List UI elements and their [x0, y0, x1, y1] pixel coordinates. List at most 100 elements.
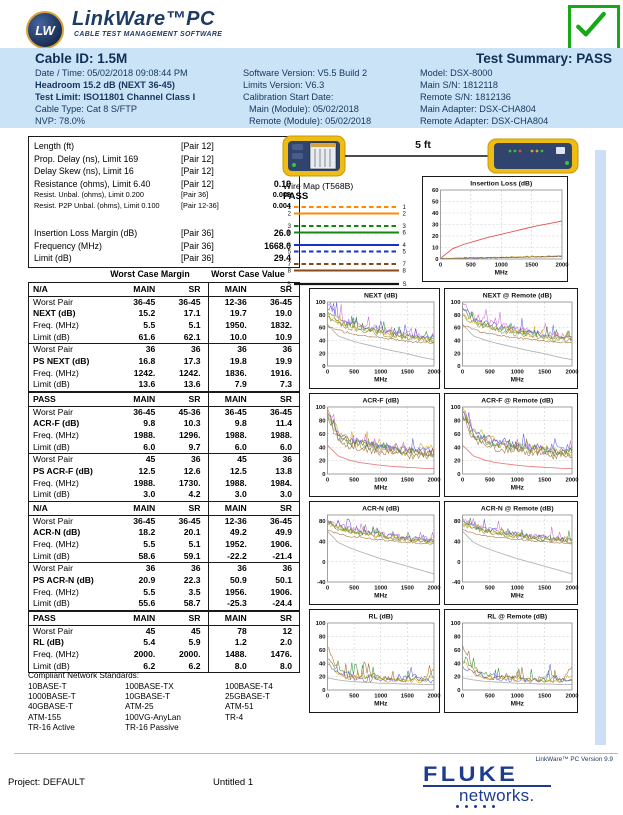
footer-project: Project: DEFAULT: [8, 777, 85, 788]
cell-value: 2000.: [133, 648, 156, 659]
cell-value: 8.0: [280, 660, 292, 671]
summary-row: Resist. Unbal. (ohms), Limit 0.200 [Pair …: [29, 190, 299, 201]
row-label: Worst Pair: [33, 563, 73, 574]
cell-value: 62.1: [162, 331, 209, 344]
cell-value: -21.4: [272, 550, 292, 561]
check-icon: [576, 11, 606, 37]
header-line: Test Limit: ISO11801 Channel Class I: [35, 92, 196, 103]
row-label: PS ACR-F (dB): [33, 466, 93, 477]
standard-item: TR-16 Passive: [125, 723, 179, 733]
cell-value: 20.1: [162, 527, 209, 539]
status-badge: PASS: [33, 613, 56, 623]
cell-value: 1988.: [225, 477, 247, 488]
cell-value: 1476.: [270, 648, 292, 659]
summary-value: 1668.0: [264, 240, 291, 251]
svg-text:0: 0: [326, 694, 330, 700]
summary-pair: [Pair 36]: [181, 228, 214, 239]
cell-value: 12.5: [138, 466, 156, 477]
cell-value: 13.8: [275, 466, 292, 477]
wire-pin-label: 1: [288, 205, 292, 211]
svg-text:60: 60: [319, 326, 326, 332]
cell-value: 7.9: [234, 379, 247, 390]
summary-value: 0.009: [272, 190, 291, 200]
table-row: Freq. (MHz) 1242. 1242. 1836. 1916.: [29, 367, 299, 380]
svg-text:0: 0: [322, 472, 326, 478]
cell-value: 45: [145, 625, 156, 636]
spacer-row: [29, 212, 299, 227]
cell-value: 36: [237, 344, 247, 355]
standards-grid: 10BASE-T 100BASE-TX 100BASE-T4 1000BASE-T 10…: [28, 682, 313, 734]
cell-value: 3.0: [234, 489, 247, 500]
svg-text:20: 20: [319, 459, 326, 465]
svg-text:60: 60: [319, 648, 326, 654]
cell-value: 10.3: [162, 418, 209, 430]
cell-value: 17.3: [162, 356, 209, 368]
row-label: Limit (dB): [33, 550, 70, 561]
fluke-logo: FLUKE networks.: [423, 764, 583, 809]
table-row: Freq. (MHz) 5.5 5.1 1952. 1906.: [29, 538, 299, 551]
fluke-rule: [423, 785, 551, 788]
cell-value: 1242.: [162, 367, 209, 380]
cell-value: 3.0: [280, 489, 292, 500]
header-line: Calibration Start Date:: [243, 92, 334, 103]
row-label: Limit (dB): [33, 379, 70, 390]
wire-pin-label: 8: [403, 269, 407, 275]
page-divider: [14, 753, 618, 754]
cell-value: 36: [145, 344, 156, 355]
row-label: PS ACR-N (dB): [33, 575, 94, 586]
wire-pin-label: 8: [288, 269, 292, 275]
header-line: Model: DSX-8000: [420, 68, 493, 78]
summary-row: Length (ft)[Pair 12]5: [29, 140, 299, 153]
cell-value: 17.1: [162, 308, 209, 320]
table-row: Limit (dB) 3.0 4.2 3.0 3.0: [29, 489, 299, 502]
cell-value: 36-45: [133, 515, 156, 526]
row-label: Freq. (MHz): [33, 648, 79, 659]
standard-item: TR-16 Active: [28, 723, 75, 733]
chart-insertion-loss: 0 10 20 30 40 50 60 0 500 1000 1500 2000 MHz Insertio…: [422, 176, 569, 282]
cell-value: -22.2: [227, 550, 247, 561]
cell-value: 1952.: [225, 538, 247, 549]
row-label: Freq. (MHz): [33, 319, 79, 330]
table-row: Limit (dB) 58.6 59.1 -22.2 -21.4: [29, 550, 299, 563]
summary-label: Resist. P2P Unbal. (ohms), Limit 0.100: [34, 201, 160, 211]
cell-value: 1730.: [162, 477, 209, 490]
summary-pair: [Pair 12]: [181, 178, 214, 189]
svg-text:80: 80: [319, 313, 326, 319]
svg-text:1000: 1000: [511, 370, 525, 376]
svg-text:-40: -40: [317, 580, 326, 586]
cell-value: 36-45: [162, 515, 209, 528]
summary-pair: [Pair 12-36]: [181, 201, 219, 211]
row-label: Limit (dB): [33, 489, 70, 500]
row-label: Freq. (MHz): [33, 429, 79, 440]
svg-text:0: 0: [457, 560, 461, 566]
column-header: SR: [280, 503, 292, 513]
cell-value: 3.0: [143, 489, 156, 500]
cell-value: 36-45: [224, 406, 247, 417]
header-line: Main (Module): 05/02/2018: [249, 104, 359, 115]
svg-text:2000: 2000: [565, 370, 579, 376]
cell-value: 6.0: [280, 441, 292, 452]
svg-text:30: 30: [432, 223, 439, 229]
svg-text:0: 0: [461, 370, 465, 376]
table-row: Limit (dB) 13.6 13.6 7.9 7.3: [29, 379, 299, 392]
svg-text:ACR-F @ Remote (dB): ACR-F @ Remote (dB): [481, 398, 553, 405]
pass-check-icon: [568, 5, 620, 51]
column-header: MAIN: [224, 394, 247, 404]
standard-item: ATM-25: [125, 702, 154, 712]
svg-text:500: 500: [349, 370, 360, 376]
svg-text:500: 500: [485, 586, 496, 592]
measurement-summary-box: Length (ft) [Pair 12] 5 Prop. Delay (ns), L…: [28, 136, 300, 268]
table-row: Worst Pair 45 36 45 36: [29, 453, 299, 467]
svg-text:20: 20: [454, 675, 461, 681]
chart-acrn-remote: -40 0 40 80 0 500 1000 1500 2000 MHz ACR-N @ Remot…: [444, 501, 579, 605]
standard-item: 25GBASE-T: [225, 691, 271, 701]
cell-value: 6.2: [143, 660, 156, 671]
cell-value: 1988.: [133, 429, 156, 440]
table-row: Freq. (MHz) 2000. 2000. 1488. 1476.: [29, 648, 299, 661]
row-label: PS NEXT (dB): [33, 356, 90, 367]
column-header: SR: [280, 394, 292, 404]
remote-tester-image: [487, 138, 579, 174]
